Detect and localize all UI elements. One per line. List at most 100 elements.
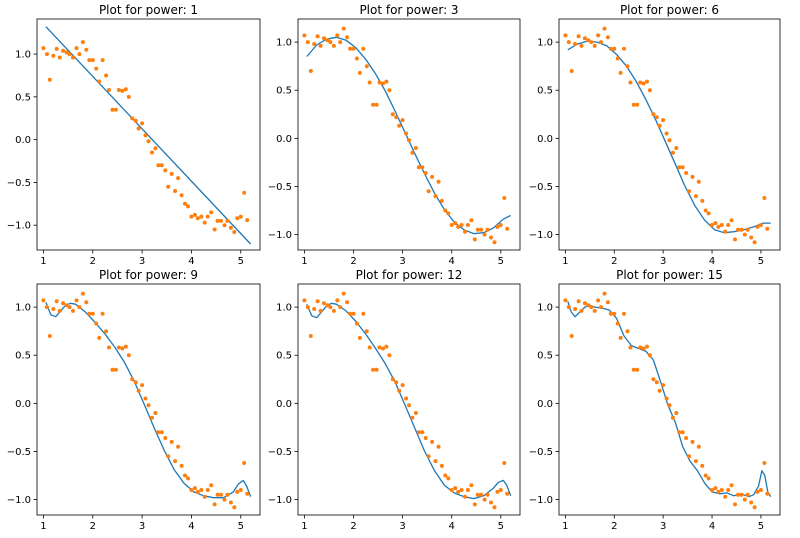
data-point xyxy=(325,303,330,308)
data-point xyxy=(341,26,346,31)
data-point xyxy=(400,383,405,388)
data-point xyxy=(120,88,125,93)
data-point xyxy=(745,492,750,497)
data-point xyxy=(631,102,636,107)
data-point xyxy=(420,165,425,170)
data-point xyxy=(318,308,323,313)
data-point xyxy=(426,454,431,459)
data-point xyxy=(430,439,435,444)
data-point xyxy=(641,346,646,351)
subplot-title: Plot for power: 3 xyxy=(359,3,458,17)
data-point xyxy=(64,50,69,55)
data-point xyxy=(67,305,72,310)
data-point xyxy=(563,298,568,303)
data-point xyxy=(140,383,145,388)
data-point xyxy=(651,377,656,382)
data-point xyxy=(566,40,571,45)
data-point xyxy=(413,146,418,150)
data-point xyxy=(700,198,705,203)
data-point xyxy=(341,291,346,296)
y-tick-label: 1.0 xyxy=(15,303,31,314)
data-point xyxy=(733,502,737,507)
data-point xyxy=(589,305,594,310)
fit-line xyxy=(567,40,771,234)
y-tick-label: 0.0 xyxy=(15,399,31,410)
data-point xyxy=(328,40,333,45)
subplot-title: Plot for power: 12 xyxy=(356,268,463,282)
data-point xyxy=(331,43,336,48)
data-point xyxy=(61,48,66,53)
data-point xyxy=(599,40,603,45)
y-tick-label: −1.0 xyxy=(529,230,553,241)
data-point xyxy=(361,46,366,51)
y-tick-label: −0.5 xyxy=(268,182,292,193)
x-tick-label: 4 xyxy=(449,521,455,532)
subplot-5: Plot for power: 12 1 2 3 4 5 −1.0 −0.5 0.0 0.5 1.0 xyxy=(268,268,521,532)
y-tick-label: 0.0 xyxy=(537,399,553,410)
data-point xyxy=(146,403,151,408)
data-point xyxy=(47,77,52,82)
data-point xyxy=(762,461,767,465)
data-point xyxy=(599,305,603,310)
data-point xyxy=(308,334,313,338)
data-point xyxy=(582,301,587,306)
data-point xyxy=(433,459,438,464)
data-point xyxy=(84,47,89,52)
data-point xyxy=(618,70,623,75)
data-point xyxy=(354,321,359,326)
data-point xyxy=(133,118,138,123)
data-point xyxy=(235,489,240,494)
data-point xyxy=(97,79,102,84)
data-point xyxy=(228,225,233,230)
data-point xyxy=(641,81,646,86)
data-point xyxy=(159,430,164,435)
data-point xyxy=(700,463,705,468)
subplot-6: Plot for power: 15 1 2 3 4 5 −1.0 −0.5 0.0 0.5 1.0 xyxy=(529,268,781,532)
data-point xyxy=(703,208,708,213)
data-point xyxy=(357,335,362,340)
data-point xyxy=(664,396,669,401)
data-point xyxy=(498,488,503,492)
data-point xyxy=(505,226,510,231)
data-point xyxy=(407,138,411,143)
data-point xyxy=(456,224,461,229)
x-tick-label: 2 xyxy=(90,256,96,267)
data-point xyxy=(579,43,584,48)
data-point xyxy=(631,367,636,372)
x-tick-label: 5 xyxy=(238,256,244,267)
data-point xyxy=(605,300,610,305)
data-point xyxy=(492,240,497,245)
data-point xyxy=(100,58,105,63)
data-point xyxy=(44,305,49,310)
y-tick-label: 1.0 xyxy=(276,38,292,49)
data-point xyxy=(423,436,428,440)
data-point xyxy=(71,55,75,60)
data-point xyxy=(573,42,578,46)
data-point xyxy=(618,335,623,340)
x-tick-label: 3 xyxy=(399,256,405,267)
data-point xyxy=(729,218,734,223)
y-tick-label: 0.5 xyxy=(276,86,292,97)
data-point xyxy=(404,131,409,136)
data-point xyxy=(225,218,230,223)
x-tick-label: 4 xyxy=(449,256,455,267)
data-point xyxy=(219,218,223,223)
data-point xyxy=(472,237,477,242)
data-point xyxy=(176,444,181,449)
data-point xyxy=(449,488,454,492)
data-point xyxy=(602,291,607,296)
data-point xyxy=(622,46,626,51)
data-point xyxy=(308,69,313,73)
x-tick-label: 4 xyxy=(709,521,715,532)
data-point xyxy=(202,220,207,225)
data-point xyxy=(143,396,148,401)
data-point xyxy=(710,488,714,492)
data-point xyxy=(482,497,487,502)
data-point xyxy=(361,311,366,316)
data-point xyxy=(126,94,131,99)
data-point xyxy=(608,311,613,316)
data-point xyxy=(80,291,85,296)
data-point xyxy=(645,344,649,349)
data-point xyxy=(136,126,141,131)
data-point xyxy=(449,223,454,227)
